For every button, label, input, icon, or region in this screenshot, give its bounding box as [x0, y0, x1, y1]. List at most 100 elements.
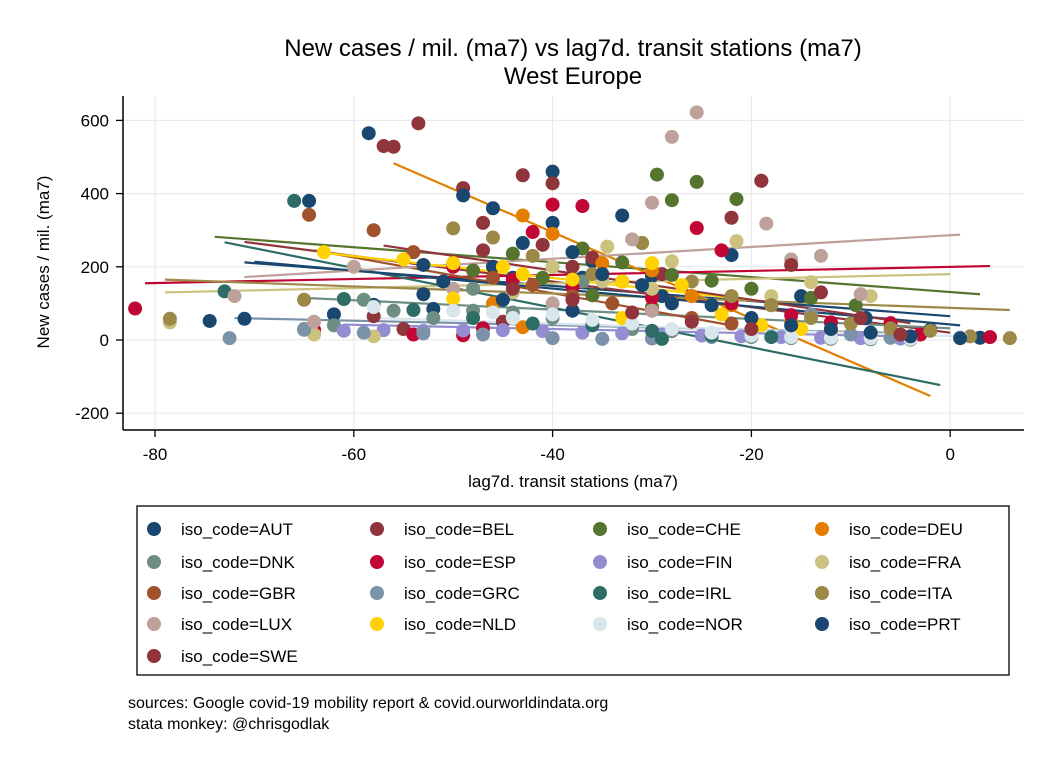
- scatter-point: [416, 257, 431, 272]
- legend: iso_code=AUT iso_code=BEL iso_code=CHE iso_…: [147, 520, 963, 666]
- scatter-point: [784, 318, 799, 333]
- scatter-point: [744, 311, 759, 326]
- scatter-point: [625, 316, 640, 331]
- scatter-point: [336, 292, 351, 307]
- scatter-point: [466, 311, 481, 326]
- scatter-point: [744, 322, 759, 337]
- scatter-point: [406, 245, 421, 260]
- scatter-point: [853, 311, 868, 326]
- scatter-point: [645, 323, 659, 338]
- scatter-point: [525, 278, 540, 293]
- scatter-point: [525, 225, 540, 240]
- scatter-point: [605, 296, 620, 311]
- scatter-point: [843, 327, 858, 342]
- scatter-point: [476, 215, 491, 230]
- scatter-point: [326, 307, 341, 322]
- scatter-point: [222, 331, 237, 346]
- scatter-point: [545, 307, 560, 322]
- scatter-point: [302, 193, 317, 208]
- y-tick-label: 600: [81, 111, 109, 130]
- scatter-point: [565, 272, 580, 287]
- legend-label: iso_code=DEU: [849, 520, 963, 539]
- scatter-point: [600, 239, 615, 254]
- scatter-point: [649, 167, 664, 182]
- scatter-point: [525, 248, 540, 263]
- legend-marker: [593, 586, 607, 600]
- scatter-point: [535, 270, 550, 285]
- scatter-point: [485, 230, 500, 245]
- fit-line-15: [254, 260, 961, 327]
- y-tick-label: -200: [75, 404, 109, 423]
- scatter-point: [485, 305, 500, 320]
- x-tick-label: -60: [342, 445, 367, 464]
- scatter-point: [635, 278, 650, 293]
- source-line-1: sources: Google covid-19 mobility report…: [128, 695, 608, 712]
- scatter-point: [724, 210, 739, 225]
- scatter-point: [545, 176, 560, 191]
- chart-title: New cases / mil. (ma7) vs lag7d. transit…: [284, 35, 862, 62]
- legend-label: iso_code=LUX: [181, 615, 292, 634]
- scatter-point: [664, 254, 679, 269]
- y-tick-label: 400: [81, 185, 109, 204]
- legend-item: iso_code=NLD: [370, 615, 516, 634]
- legend-marker: [370, 522, 384, 536]
- scatter-point: [744, 281, 759, 296]
- legend-item: iso_code=LUX: [147, 615, 292, 634]
- legend-item: iso_code=IRL: [593, 584, 731, 603]
- scatter-point: [485, 259, 500, 274]
- legend-item: iso_code=AUT: [147, 520, 293, 539]
- scatter-point: [704, 273, 719, 288]
- scatter-point: [724, 289, 739, 304]
- legend-marker: [147, 586, 161, 600]
- y-tick-label: 0: [100, 331, 109, 350]
- scatter-point: [287, 193, 302, 208]
- legend-label: iso_code=GBR: [181, 584, 296, 603]
- scatter-point: [446, 256, 461, 271]
- scatter-point: [813, 285, 828, 300]
- scatter-point: [316, 245, 331, 260]
- scatter-point: [426, 311, 441, 326]
- legend-label: iso_code=DNK: [181, 553, 296, 572]
- scatter-point: [515, 267, 530, 282]
- scatter-point: [411, 116, 426, 131]
- legend-label: iso_code=AUT: [181, 520, 293, 539]
- scatter-point: [162, 311, 177, 326]
- scatter-point: [595, 267, 610, 282]
- scatter-point: [545, 331, 560, 346]
- scatter-point: [615, 255, 630, 270]
- scatter-point: [297, 322, 312, 337]
- legend-label: iso_code=NLD: [404, 615, 516, 634]
- scatter-point: [476, 327, 491, 342]
- scatter-point: [595, 331, 610, 346]
- scatter-point: [495, 323, 510, 338]
- scatter-point: [535, 324, 550, 339]
- scatter-point: [664, 296, 679, 311]
- legend-marker: [593, 522, 607, 536]
- scatter-point: [863, 325, 878, 340]
- scatter-point: [823, 322, 838, 337]
- scatter-point: [654, 331, 669, 346]
- scatter-point: [495, 259, 510, 274]
- fit-line-5: [145, 264, 990, 285]
- legend-marker: [815, 522, 829, 536]
- legend-marker: [147, 617, 161, 631]
- legend-item: iso_code=BEL: [370, 520, 514, 539]
- scatter-point: [704, 298, 719, 313]
- scatter-point: [128, 301, 143, 316]
- y-tick-label: 200: [81, 258, 109, 277]
- scatter-point: [724, 316, 739, 331]
- scatter-point: [848, 298, 863, 313]
- scatter-point: [1002, 331, 1017, 346]
- scatter-point: [515, 208, 530, 223]
- legend-label: iso_code=SWE: [181, 647, 298, 666]
- scatter-point: [645, 195, 659, 210]
- legend-item: iso_code=DNK: [147, 553, 296, 572]
- scatter-point: [386, 303, 401, 318]
- legend-marker: [370, 555, 384, 569]
- scatter-point: [734, 329, 749, 344]
- legend-item: iso_code=SWE: [147, 647, 298, 666]
- scatter-point: [227, 289, 242, 304]
- y-axis-label: New cases / mil. (ma7): [34, 176, 53, 349]
- scatter-point: [525, 316, 540, 331]
- scatter-point: [953, 331, 968, 346]
